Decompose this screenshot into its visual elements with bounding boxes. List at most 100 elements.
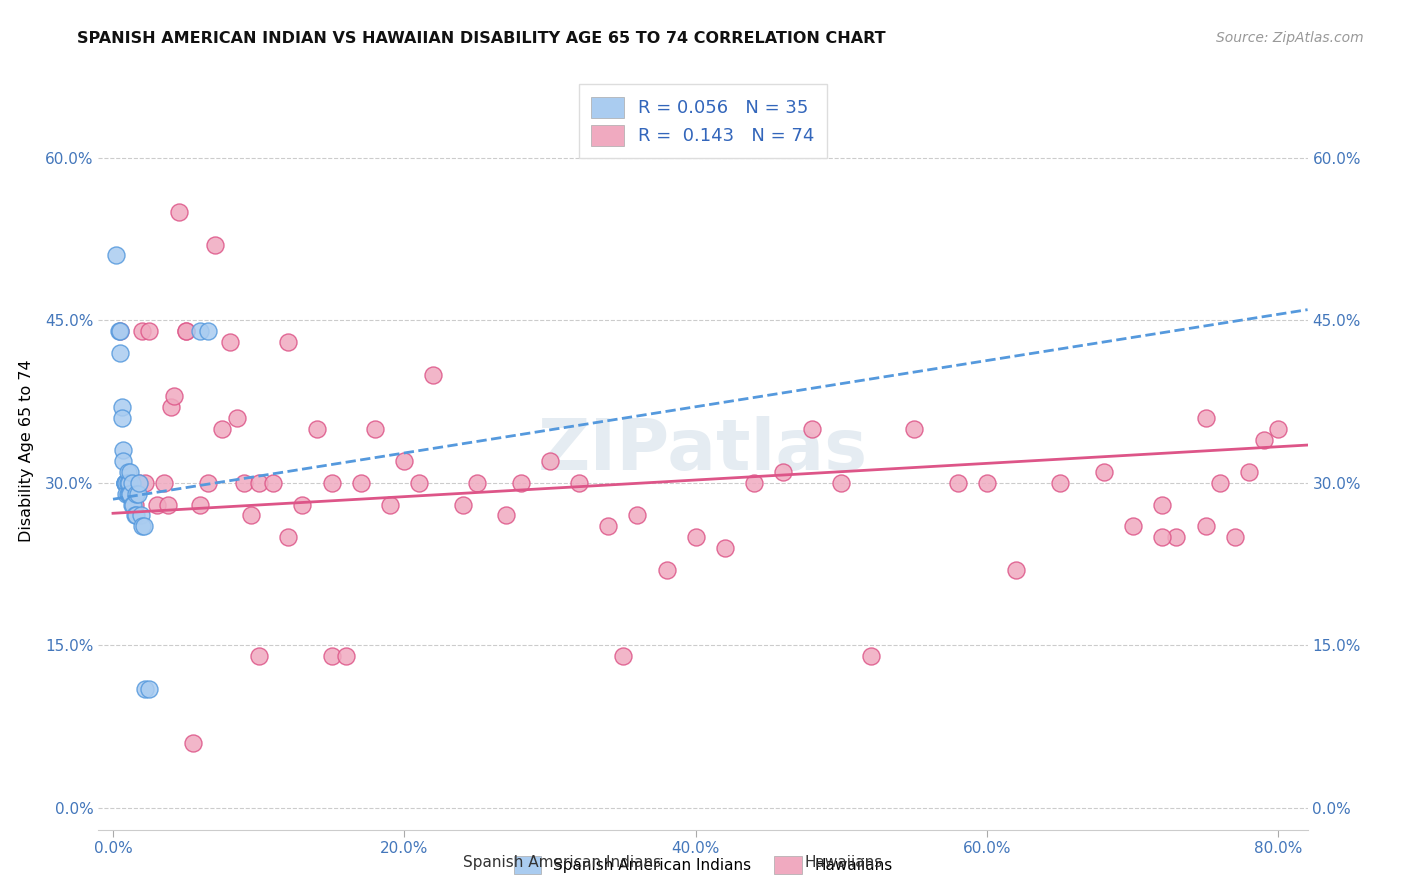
Point xyxy=(946,475,969,490)
Point xyxy=(1092,465,1115,479)
Point xyxy=(277,530,299,544)
Point xyxy=(1005,563,1028,577)
Point xyxy=(138,324,160,338)
Point xyxy=(114,475,136,490)
Point xyxy=(1209,475,1232,490)
Point xyxy=(174,324,197,338)
Point xyxy=(112,443,135,458)
Point xyxy=(655,563,678,577)
Point xyxy=(124,498,146,512)
Point xyxy=(598,519,620,533)
Point xyxy=(233,475,256,490)
Point xyxy=(163,389,186,403)
Point xyxy=(1194,411,1216,425)
Point xyxy=(305,422,328,436)
Point xyxy=(291,498,314,512)
Point xyxy=(714,541,737,555)
Point xyxy=(538,454,561,468)
Point xyxy=(181,736,204,750)
Point xyxy=(115,475,138,490)
Point xyxy=(1267,422,1289,436)
Point xyxy=(124,508,146,523)
Point xyxy=(120,465,142,479)
Point xyxy=(451,498,474,512)
Point xyxy=(225,411,247,425)
Point xyxy=(114,475,136,490)
Legend: Spanish American Indians, Hawaiians: Spanish American Indians, Hawaiians xyxy=(506,849,900,881)
Point xyxy=(1223,530,1246,544)
Legend: R = 0.056   N = 35, R =  0.143   N = 74: R = 0.056 N = 35, R = 0.143 N = 74 xyxy=(579,84,827,159)
Text: SPANISH AMERICAN INDIAN VS HAWAIIAN DISABILITY AGE 65 TO 74 CORRELATION CHART: SPANISH AMERICAN INDIAN VS HAWAIIAN DISA… xyxy=(77,31,886,46)
Point xyxy=(1150,498,1173,512)
Point xyxy=(122,498,145,512)
Point xyxy=(247,649,270,664)
Point xyxy=(568,475,591,490)
Point xyxy=(110,324,132,338)
Point xyxy=(976,475,998,490)
Point xyxy=(125,508,148,523)
Point xyxy=(772,465,794,479)
Point xyxy=(1194,519,1216,533)
Point xyxy=(125,487,148,501)
Point xyxy=(1166,530,1188,544)
Point xyxy=(121,498,143,512)
Point xyxy=(110,324,132,338)
Point xyxy=(801,422,824,436)
Point xyxy=(218,335,240,350)
Point xyxy=(138,681,160,696)
Point xyxy=(197,324,219,338)
Point xyxy=(190,498,212,512)
Point xyxy=(108,324,131,338)
Point xyxy=(378,498,401,512)
Point xyxy=(509,475,531,490)
Point xyxy=(422,368,444,382)
Point xyxy=(110,346,132,360)
Point xyxy=(262,475,284,490)
Point xyxy=(211,422,233,436)
Point xyxy=(111,400,134,414)
Point xyxy=(131,324,153,338)
Point xyxy=(465,475,488,490)
Point xyxy=(350,475,373,490)
Point xyxy=(117,465,139,479)
Point xyxy=(204,237,226,252)
Text: ZIPatlas: ZIPatlas xyxy=(538,416,868,485)
Point xyxy=(128,475,150,490)
Point xyxy=(830,475,852,490)
Point xyxy=(157,498,180,512)
Point xyxy=(153,475,176,490)
Point xyxy=(111,411,134,425)
Point xyxy=(612,649,634,664)
Point xyxy=(118,475,141,490)
Point xyxy=(277,335,299,350)
Point xyxy=(903,422,925,436)
Point xyxy=(1253,433,1275,447)
Point xyxy=(190,324,212,338)
Point xyxy=(128,475,150,490)
Point xyxy=(1049,475,1071,490)
Point xyxy=(112,454,135,468)
Point xyxy=(197,475,219,490)
Point xyxy=(114,475,136,490)
Point xyxy=(321,475,343,490)
Point xyxy=(167,205,190,219)
Point xyxy=(364,422,387,436)
Point xyxy=(495,508,517,523)
Point xyxy=(408,475,430,490)
Point xyxy=(160,400,183,414)
Text: Hawaiians: Hawaiians xyxy=(804,855,883,870)
Point xyxy=(129,508,152,523)
Point xyxy=(120,475,142,490)
Point xyxy=(1239,465,1261,479)
Point xyxy=(134,681,156,696)
Point xyxy=(859,649,882,664)
Point xyxy=(115,487,138,501)
Point xyxy=(145,498,167,512)
Y-axis label: Disability Age 65 to 74: Disability Age 65 to 74 xyxy=(18,359,34,541)
Point xyxy=(1150,530,1173,544)
Text: Spanish American Indians: Spanish American Indians xyxy=(464,855,661,870)
Point xyxy=(118,487,141,501)
Text: Source: ZipAtlas.com: Source: ZipAtlas.com xyxy=(1216,31,1364,45)
Point xyxy=(335,649,357,664)
Point xyxy=(626,508,648,523)
